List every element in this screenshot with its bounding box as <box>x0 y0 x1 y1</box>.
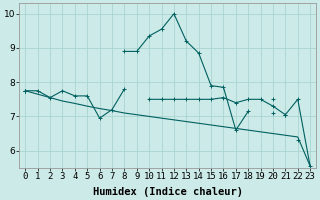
X-axis label: Humidex (Indice chaleur): Humidex (Indice chaleur) <box>93 186 243 197</box>
